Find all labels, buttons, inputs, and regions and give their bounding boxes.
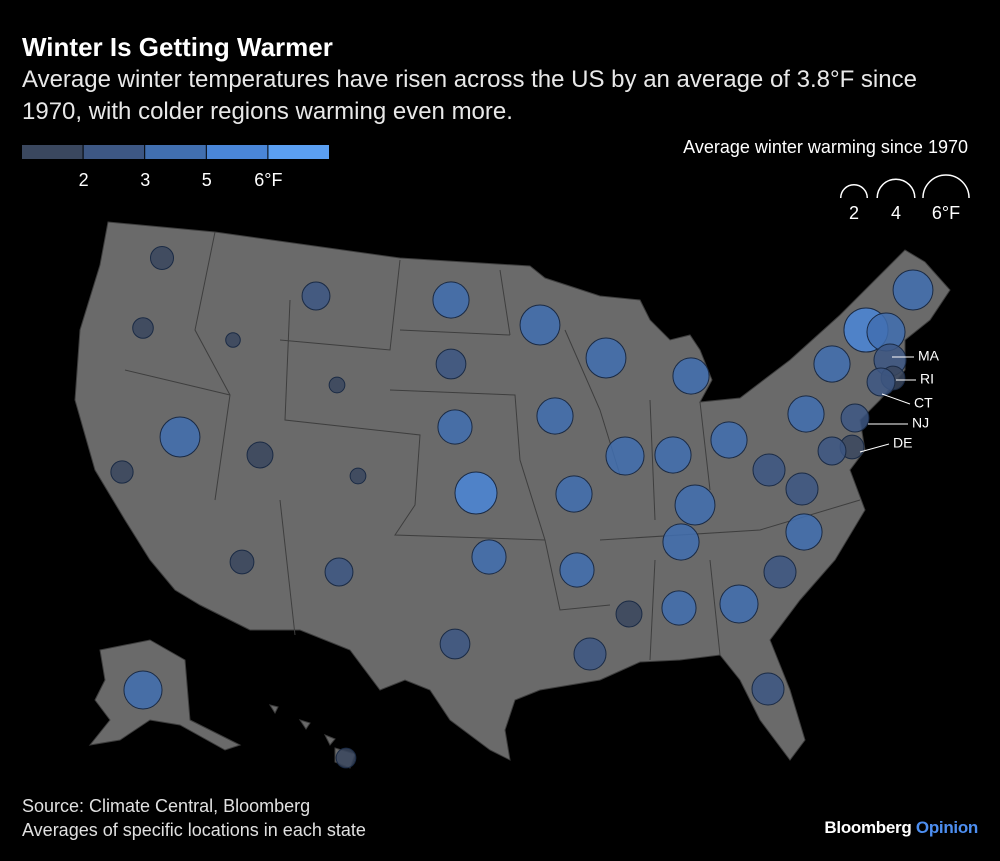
bubble xyxy=(225,332,241,348)
bubble xyxy=(615,600,643,628)
callout-label: MA xyxy=(918,348,940,364)
bubble xyxy=(787,395,825,433)
bubble xyxy=(866,367,896,397)
bubble xyxy=(585,337,627,379)
bubble xyxy=(349,467,367,485)
bubble xyxy=(672,357,710,395)
bubble xyxy=(149,245,175,271)
bubble xyxy=(892,269,934,311)
callout-label: CT xyxy=(914,395,933,411)
size-legend-arc xyxy=(876,178,916,199)
color-tick-label: 3 xyxy=(140,170,150,190)
bubble xyxy=(328,376,346,394)
color-swatch xyxy=(268,145,329,159)
callout-label: DE xyxy=(893,435,912,451)
bubble xyxy=(110,460,134,484)
source: Source: Climate Central, Bloomberg xyxy=(22,796,311,816)
bubble xyxy=(555,475,593,513)
subtitle: Average winter temperatures have risen a… xyxy=(22,66,917,125)
bubble xyxy=(536,397,574,435)
bubble xyxy=(132,317,154,339)
color-tick-label: 5 xyxy=(202,170,212,190)
title: Winter Is Getting Warmer xyxy=(22,32,333,62)
callout-line xyxy=(859,443,890,453)
bubble xyxy=(785,513,823,551)
bubble xyxy=(559,552,595,588)
bubble xyxy=(454,471,498,515)
bubble xyxy=(519,304,561,346)
size-tick-label: 4 xyxy=(891,203,901,223)
bubble xyxy=(661,590,697,626)
bubble xyxy=(437,409,473,445)
brand-name: Bloomberg xyxy=(824,818,912,837)
color-swatch xyxy=(83,145,145,159)
color-swatch xyxy=(145,145,206,159)
callout-label: RI xyxy=(920,371,934,387)
size-tick-label: 6°F xyxy=(932,203,960,223)
bubble xyxy=(246,441,274,469)
bubble xyxy=(229,549,255,575)
bubble xyxy=(751,672,785,706)
bubble xyxy=(435,348,467,380)
callout-line xyxy=(881,393,911,405)
bubble xyxy=(785,472,819,506)
note: Averages of specific locations in each s… xyxy=(22,820,366,840)
bubble xyxy=(605,436,645,476)
size-legend-title: Average winter warming since 1970 xyxy=(683,137,968,157)
brand-suffix: Opinion xyxy=(915,818,978,837)
bubble xyxy=(654,436,692,474)
alaska xyxy=(88,639,242,751)
bubble xyxy=(710,421,748,459)
bubble xyxy=(719,584,759,624)
color-tick-label: 6°F xyxy=(254,170,282,190)
size-legend-arc xyxy=(922,174,970,199)
bubble xyxy=(301,281,331,311)
bubble xyxy=(439,628,471,660)
bubble xyxy=(813,345,851,383)
callout-label: NJ xyxy=(912,415,929,431)
bubble xyxy=(840,403,870,433)
contiguous-us xyxy=(74,221,951,761)
bubble xyxy=(752,453,786,487)
color-swatch xyxy=(22,145,83,159)
state-borders xyxy=(124,231,861,661)
color-tick-label: 2 xyxy=(79,170,89,190)
bubble xyxy=(662,523,700,561)
bubble xyxy=(324,557,354,587)
size-tick-label: 2 xyxy=(849,203,859,223)
color-swatch xyxy=(206,145,268,159)
bubble xyxy=(817,436,847,466)
bubble xyxy=(471,539,507,575)
bubble xyxy=(123,670,163,710)
bubble xyxy=(763,555,797,589)
brand: Bloomberg Opinion xyxy=(824,818,978,838)
bubble xyxy=(674,484,716,526)
land xyxy=(74,221,951,769)
size-legend-arc xyxy=(839,183,869,199)
bubble xyxy=(573,637,607,671)
bubble xyxy=(335,747,357,769)
bubble xyxy=(432,281,470,319)
bubble xyxy=(159,416,201,458)
